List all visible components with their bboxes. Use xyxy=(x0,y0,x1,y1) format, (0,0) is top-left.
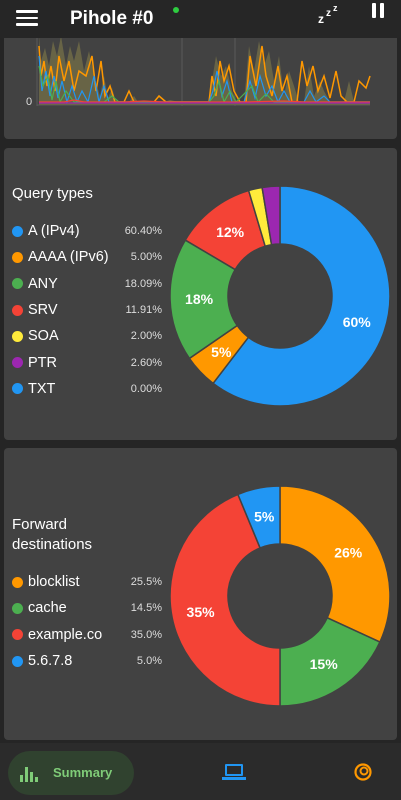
legend-color-dot xyxy=(12,304,23,316)
forward-destination-slice xyxy=(169,493,281,707)
forward-destination-slice xyxy=(236,485,281,549)
query-type-legend-item: SRV 11.91% xyxy=(12,297,162,323)
legend-item-name: SRV xyxy=(28,302,58,319)
nav-summary-label: Summary xyxy=(53,765,113,780)
query-types-title: Query types xyxy=(12,185,93,202)
legend-color-dot xyxy=(12,383,23,395)
query-types-legend: A (IPv4) 60.40% AAAA (IPv6) 5.00% ANY 18.09% S… xyxy=(12,218,162,402)
forward-destination-slice-label: 5% xyxy=(254,509,275,525)
forward-destination-legend-item: blocklist 25.5% xyxy=(12,569,162,595)
forward-destination-slice xyxy=(279,485,391,644)
forward-destination-legend-item: cache 14.5% xyxy=(12,595,162,621)
query-type-slice xyxy=(212,185,391,407)
legend-color-dot xyxy=(12,576,23,588)
legend-item-name: ANY xyxy=(28,275,58,292)
legend-item-value: 25.5% xyxy=(130,576,162,589)
legend-item-value: 5.00% xyxy=(130,251,162,264)
legend-color-dot xyxy=(12,629,23,641)
legend-item-value: 11.91% xyxy=(125,304,163,317)
legend-color-dot xyxy=(12,655,23,667)
legend-item-value: 14.5% xyxy=(130,602,162,615)
bar-chart-icon xyxy=(20,764,38,782)
legend-item-name: example.co xyxy=(28,626,103,643)
legend-item-value: 60.40% xyxy=(124,225,162,238)
forward-destinations-title: Forward destinations xyxy=(12,516,93,553)
legend-item-name: blocklist xyxy=(28,574,80,591)
legend-item-value: 2.00% xyxy=(130,330,162,343)
query-type-slice-label: 18% xyxy=(185,291,214,307)
legend-item-value: 0.00% xyxy=(130,382,162,395)
forward-destination-slice-label: 35% xyxy=(187,604,216,620)
forward-destination-legend-item: example.co 35.0% xyxy=(12,622,162,648)
legend-color-dot xyxy=(12,251,23,263)
query-type-slice-label: 12% xyxy=(216,224,245,240)
y-axis-zero-label: 0 xyxy=(26,96,33,108)
legend-color-dot xyxy=(12,278,23,290)
legend-item-name: PTR xyxy=(28,354,57,371)
legend-item-name: AAAA (IPv6) xyxy=(28,249,109,266)
status-indicator xyxy=(173,7,179,13)
query-type-legend-item: A (IPv4) 60.40% xyxy=(12,218,162,244)
legend-item-name: A (IPv4) xyxy=(28,223,80,240)
legend-item-value: 35.0% xyxy=(130,628,162,641)
legend-color-dot xyxy=(12,330,23,342)
forward-destination-slice xyxy=(279,616,381,707)
legend-color-dot xyxy=(12,357,23,369)
query-type-slice-label: 60% xyxy=(343,314,372,330)
menu-icon[interactable] xyxy=(16,10,38,28)
forward-destination-slice-label: 26% xyxy=(334,544,363,560)
legend-color-dot xyxy=(12,225,23,237)
query-type-legend-item: TXT 0.00% xyxy=(12,376,162,402)
query-type-legend-item: SOA 2.00% xyxy=(12,323,162,349)
query-type-legend-item: ANY 18.09% xyxy=(12,271,162,297)
page-title: Pihole #0 xyxy=(70,8,154,29)
legend-item-name: 5.6.7.8 xyxy=(28,653,73,670)
legend-item-name: SOA xyxy=(28,328,59,345)
query-types-card: Query types A (IPv4) 60.40% AAAA (IPv6) 5.0… xyxy=(4,148,397,440)
bottom-navigation: Summary xyxy=(0,743,401,800)
queries-over-time-card: 0 xyxy=(4,36,397,139)
forward-destination-slice-label: 15% xyxy=(310,656,339,672)
query-type-slice xyxy=(261,185,281,246)
legend-item-name: TXT xyxy=(28,380,56,397)
legend-item-value: 5.0% xyxy=(136,655,162,668)
legend-item-value: 2.60% xyxy=(130,356,162,369)
query-type-legend-item: AAAA (IPv6) 5.00% xyxy=(12,244,162,270)
forward-destinations-legend: blocklist 25.5% cache 14.5% example.co 35.0% 5… xyxy=(12,569,162,674)
legend-color-dot xyxy=(12,602,23,614)
forward-destination-legend-item: 5.6.7.8 5.0% xyxy=(12,648,162,674)
query-types-donut-chart: 60% 5% 18% 12% xyxy=(169,185,391,407)
legend-item-value: 18.09% xyxy=(124,277,162,290)
forward-destinations-card: Forward destinations blocklist 25.5% cache… xyxy=(4,448,397,740)
forward-destinations-donut-chart: 26% 15% 35% 5% xyxy=(169,485,391,707)
query-type-legend-item: PTR 2.60% xyxy=(12,349,162,375)
settings-icon[interactable] xyxy=(353,762,373,782)
legend-item-name: cache xyxy=(28,600,67,617)
query-type-slice xyxy=(169,239,239,360)
pause-icon[interactable] xyxy=(372,3,384,18)
query-type-slice-label: 5% xyxy=(211,344,232,360)
nav-summary-button[interactable]: Summary xyxy=(8,751,134,795)
laptop-icon[interactable] xyxy=(222,762,246,782)
queries-over-time-chart xyxy=(36,36,371,106)
